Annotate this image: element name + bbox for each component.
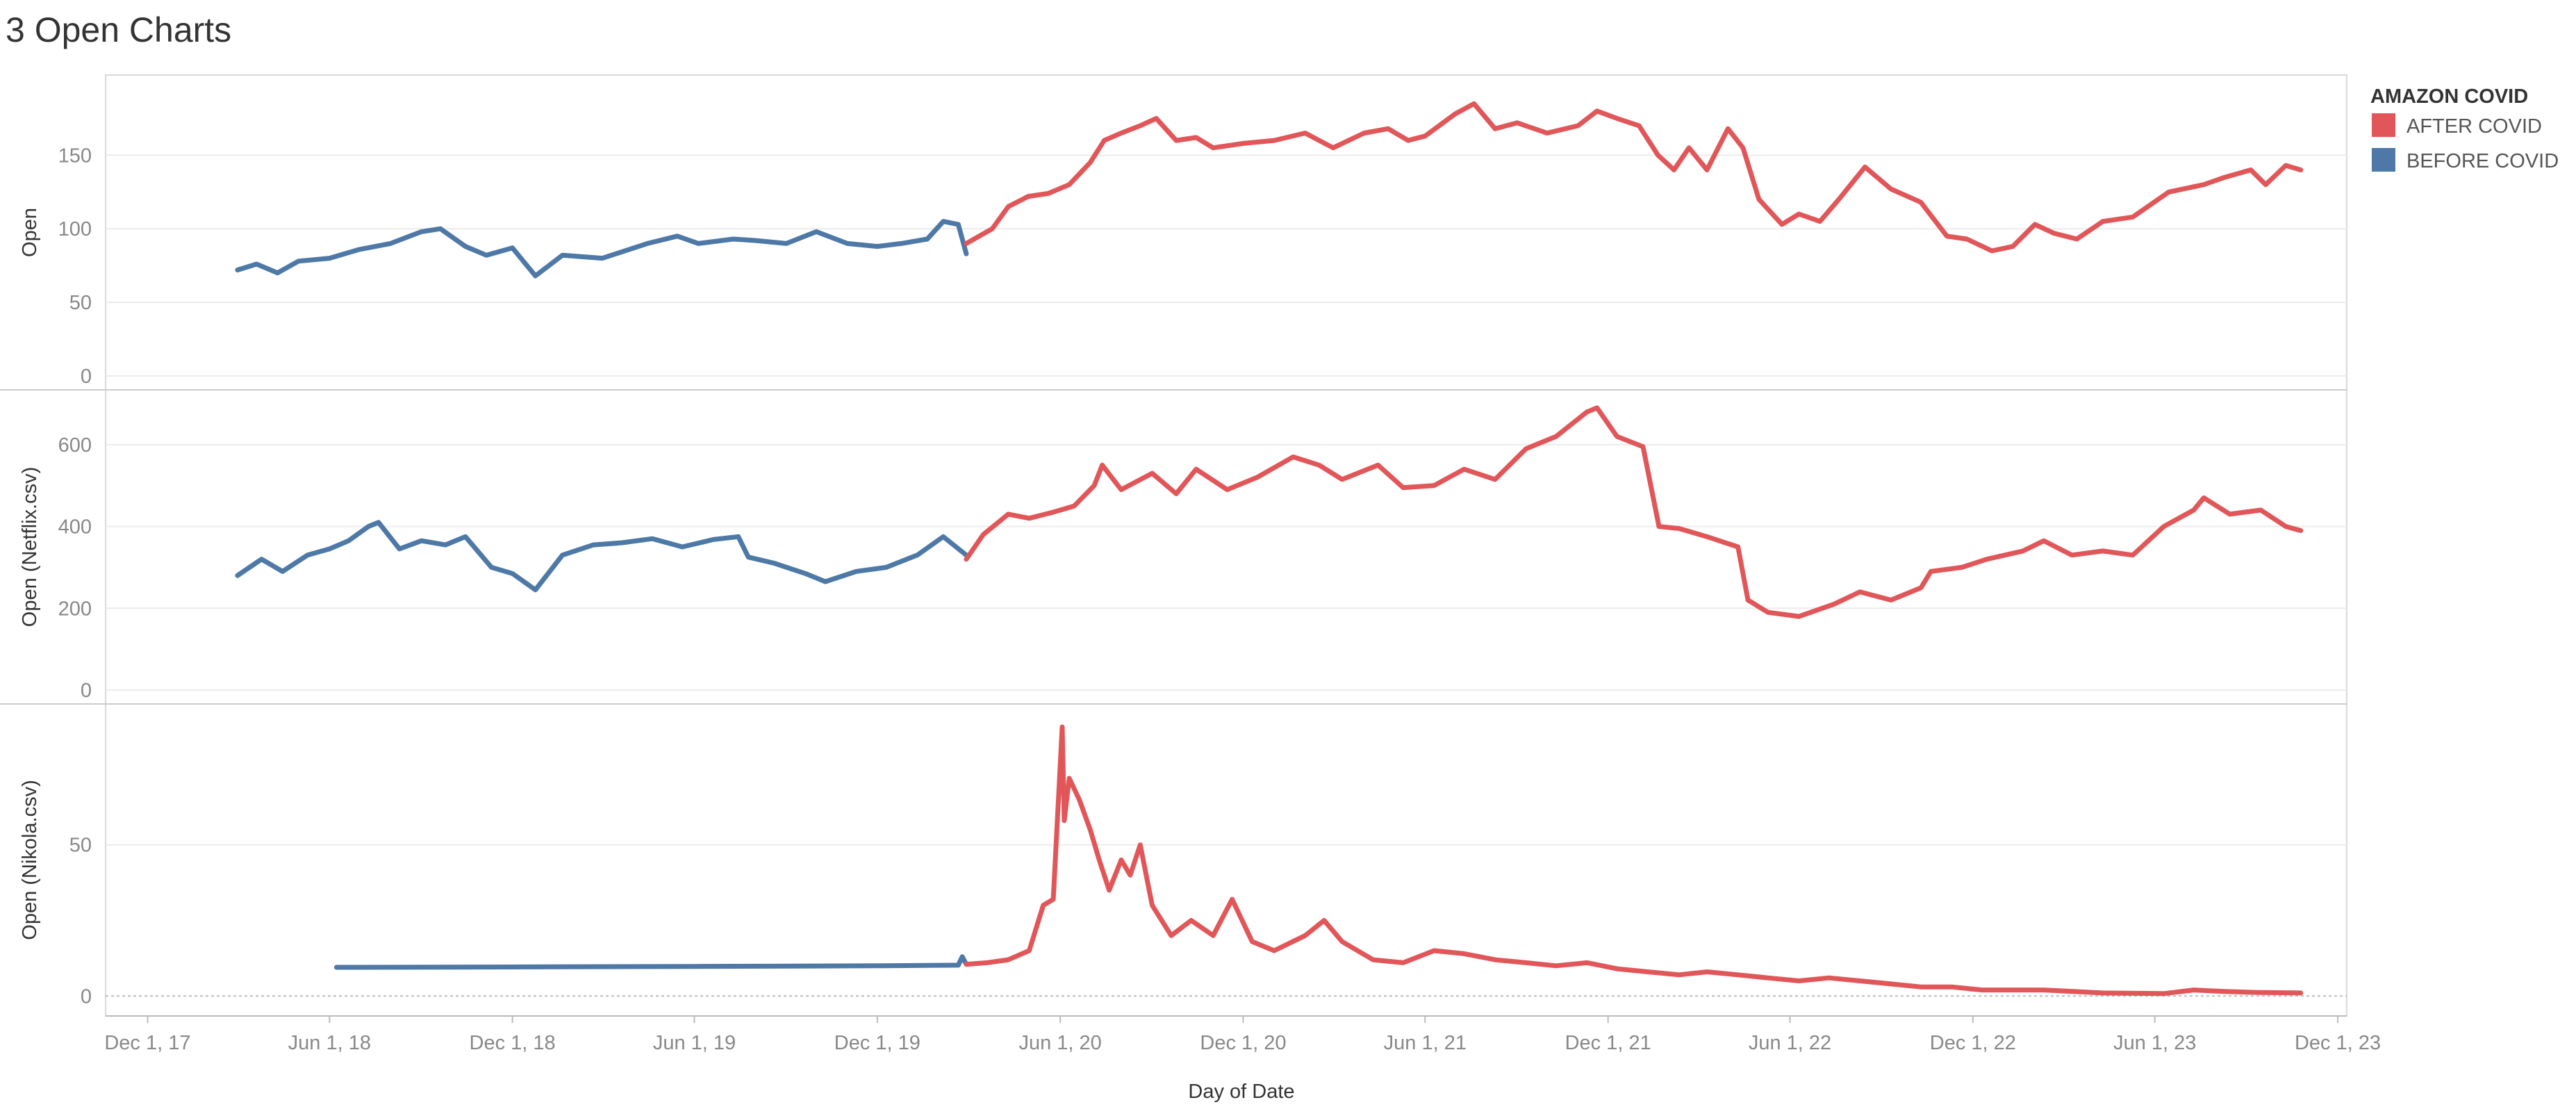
x-tick-label: Dec 1, 20 bbox=[1200, 1032, 1286, 1054]
x-tick-label: Jun 1, 19 bbox=[653, 1032, 736, 1054]
legend-swatch-2 bbox=[2372, 148, 2395, 172]
legend-label-2: BEFORE COVID bbox=[2406, 150, 2559, 172]
x-tick-label: Dec 1, 21 bbox=[1565, 1032, 1651, 1054]
y-tick-label: 0 bbox=[81, 680, 92, 702]
x-tick-label: Jun 1, 21 bbox=[1384, 1032, 1467, 1054]
y-tick-label: 50 bbox=[69, 835, 92, 857]
legend-title: AMAZON COVID bbox=[2370, 85, 2528, 108]
x-tick-label: Dec 1, 22 bbox=[1930, 1032, 2016, 1054]
legend-label-1: AFTER COVID bbox=[2406, 115, 2542, 138]
x-axis-title: Day of Date bbox=[1188, 1081, 1294, 1103]
x-axis: Dec 1, 17 Jun 1, 18 Dec 1, 18 Jun 1, 19 Dec … bbox=[104, 1015, 2381, 1103]
y-tick-label: 400 bbox=[58, 516, 92, 539]
x-tick-label: Dec 1, 23 bbox=[2295, 1032, 2381, 1054]
series-line-after-covid bbox=[964, 724, 2304, 997]
x-tick-label: Jun 1, 23 bbox=[2113, 1032, 2196, 1054]
y-tick-label: 150 bbox=[58, 145, 92, 167]
y-tick-label: 200 bbox=[58, 598, 92, 620]
y-axis-title: Open (Netflix.csv) bbox=[19, 467, 41, 627]
y-tick-label: 0 bbox=[81, 366, 92, 388]
panel-1: 0 50 100 150 Open bbox=[19, 101, 2347, 388]
series-line-before-covid bbox=[333, 954, 969, 970]
y-tick-label: 50 bbox=[69, 292, 92, 314]
legend-swatch-1 bbox=[2372, 113, 2395, 137]
page-title: 3 Open Charts bbox=[6, 10, 232, 49]
x-tick-label: Dec 1, 19 bbox=[834, 1032, 920, 1054]
panel-2: 0 200 400 600 Open (Netflix.csv) bbox=[0, 389, 2347, 702]
y-tick-label: 100 bbox=[58, 218, 92, 240]
y-axis-title: Open (Nikola.csv) bbox=[19, 780, 41, 940]
y-tick-label: 600 bbox=[58, 434, 92, 457]
series-line-before-covid bbox=[235, 520, 969, 593]
y-axis-title: Open bbox=[19, 208, 41, 257]
series-line-after-covid bbox=[964, 405, 2304, 619]
x-tick-label: Jun 1, 20 bbox=[1018, 1032, 1101, 1054]
y-tick-label: 0 bbox=[81, 985, 92, 1008]
legend: AMAZON COVID AFTER COVID BEFORE COVID bbox=[2370, 85, 2559, 172]
x-tick-label: Jun 1, 18 bbox=[288, 1032, 371, 1054]
panel-3: 0 50 Open (Nikola.csv) bbox=[0, 703, 2347, 1008]
x-tick-label: Dec 1, 18 bbox=[470, 1032, 556, 1054]
plots: 0 50 100 150 Open 0 200 400 600 Open (Netflix.csv… bbox=[0, 74, 2381, 1103]
series-line-after-covid bbox=[964, 101, 2304, 254]
x-tick-label: Jun 1, 22 bbox=[1749, 1032, 1831, 1054]
series-line-before-covid bbox=[235, 219, 969, 279]
x-tick-label: Dec 1, 17 bbox=[104, 1032, 190, 1054]
